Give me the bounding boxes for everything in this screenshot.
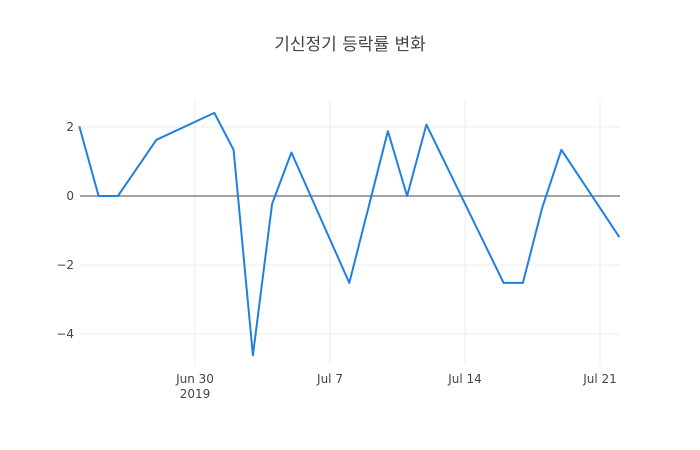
- chart-title: 기신정기 등락률 변화: [274, 35, 426, 55]
- x-tick-label: 2019: [180, 387, 211, 401]
- series-line: [78, 111, 621, 357]
- x-tick-label: Jul 14: [447, 372, 482, 386]
- x-tick-label: Jun 30: [175, 372, 214, 386]
- gridlines: [80, 100, 620, 365]
- y-tick-label: 0: [66, 189, 74, 203]
- y-tick-label: −2: [56, 258, 74, 272]
- x-tick-label: Jul 21: [582, 372, 617, 386]
- x-tick-label: Jul 7: [316, 372, 343, 386]
- y-tick-label: −4: [56, 327, 74, 341]
- y-tick-label: 2: [66, 120, 74, 134]
